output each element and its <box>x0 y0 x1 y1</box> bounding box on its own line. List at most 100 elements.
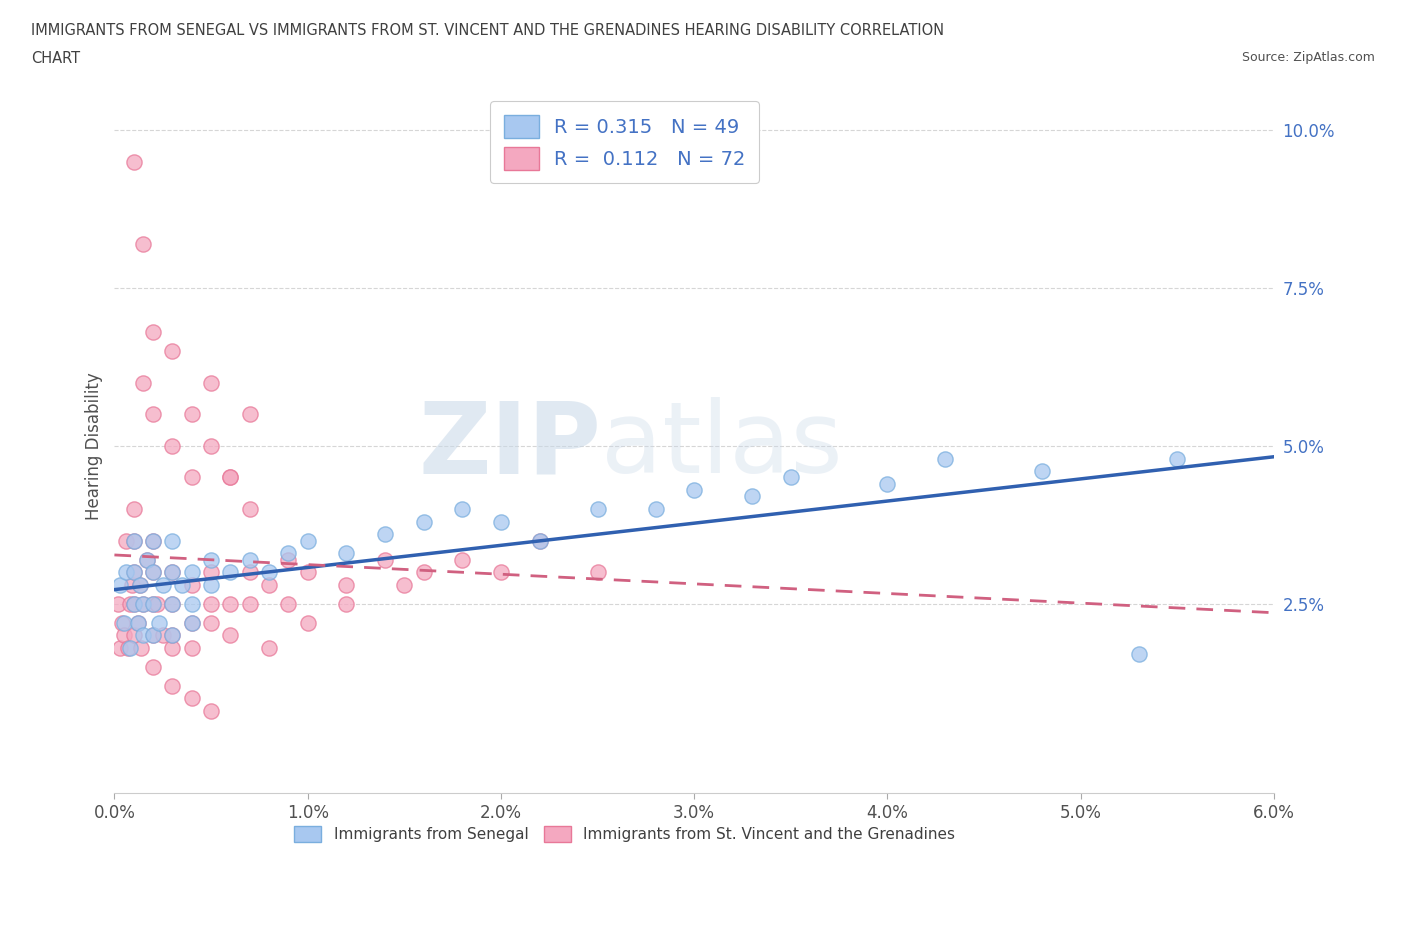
Point <box>142 533 165 548</box>
Text: atlas: atlas <box>602 397 844 495</box>
Point <box>122 596 145 611</box>
Point <box>297 533 319 548</box>
Point <box>239 596 262 611</box>
Point <box>277 546 299 561</box>
Legend: Immigrants from Senegal, Immigrants from St. Vincent and the Grenadines: Immigrants from Senegal, Immigrants from… <box>288 819 962 848</box>
Point <box>122 533 145 548</box>
Point <box>148 616 170 631</box>
Point <box>142 596 165 611</box>
Point <box>219 565 242 579</box>
Point <box>132 596 155 611</box>
Point <box>180 596 202 611</box>
Point <box>412 565 434 579</box>
Point <box>162 628 184 643</box>
Point <box>112 616 135 631</box>
Point <box>111 616 134 631</box>
Point <box>108 578 131 592</box>
Point <box>162 596 184 611</box>
Point <box>219 628 242 643</box>
Point <box>142 325 165 339</box>
Point <box>180 578 202 592</box>
Point <box>122 596 145 611</box>
Point <box>779 470 801 485</box>
Point <box>132 628 155 643</box>
Text: CHART: CHART <box>31 51 80 66</box>
Point <box>122 565 145 579</box>
Point <box>335 596 357 611</box>
Point <box>489 565 512 579</box>
Point <box>162 565 184 579</box>
Point <box>132 236 155 251</box>
Point <box>170 578 193 592</box>
Point <box>529 533 551 548</box>
Point <box>374 552 396 567</box>
Point <box>200 552 222 567</box>
Point <box>374 526 396 541</box>
Point <box>200 578 222 592</box>
Point <box>219 470 242 485</box>
Point <box>451 501 474 516</box>
Point <box>142 533 165 548</box>
Point <box>162 438 184 453</box>
Point <box>297 616 319 631</box>
Point <box>219 596 242 611</box>
Point <box>257 565 280 579</box>
Text: ZIP: ZIP <box>419 397 602 495</box>
Point <box>200 438 222 453</box>
Point <box>142 565 165 579</box>
Point <box>239 565 262 579</box>
Point <box>162 565 184 579</box>
Y-axis label: Hearing Disability: Hearing Disability <box>86 372 103 520</box>
Point <box>117 641 139 656</box>
Point <box>122 501 145 516</box>
Point <box>335 546 357 561</box>
Point <box>394 578 416 592</box>
Point <box>180 616 202 631</box>
Point <box>152 628 174 643</box>
Point <box>142 596 165 611</box>
Point <box>180 691 202 706</box>
Point <box>219 470 242 485</box>
Point <box>132 596 155 611</box>
Point <box>200 596 222 611</box>
Point <box>239 501 262 516</box>
Point <box>1128 646 1150 661</box>
Point <box>200 565 222 579</box>
Point <box>162 628 184 643</box>
Point <box>200 616 222 631</box>
Point <box>335 578 357 592</box>
Point <box>142 628 165 643</box>
Text: IMMIGRANTS FROM SENEGAL VS IMMIGRANTS FROM ST. VINCENT AND THE GRENADINES HEARIN: IMMIGRANTS FROM SENEGAL VS IMMIGRANTS FR… <box>31 23 943 38</box>
Point <box>142 628 165 643</box>
Point <box>115 565 138 579</box>
Point <box>127 616 149 631</box>
Point <box>142 407 165 422</box>
Point <box>297 565 319 579</box>
Point <box>934 451 956 466</box>
Point <box>586 501 609 516</box>
Point <box>118 596 141 611</box>
Point <box>741 489 763 504</box>
Point <box>239 407 262 422</box>
Point <box>118 641 141 656</box>
Point <box>112 628 135 643</box>
Point <box>277 596 299 611</box>
Point <box>200 704 222 719</box>
Point <box>180 470 202 485</box>
Point <box>489 514 512 529</box>
Point <box>180 616 202 631</box>
Point <box>644 501 666 516</box>
Point <box>162 596 184 611</box>
Point <box>451 552 474 567</box>
Point <box>131 641 153 656</box>
Point <box>152 578 174 592</box>
Point <box>132 376 155 391</box>
Point <box>586 565 609 579</box>
Point <box>257 641 280 656</box>
Point <box>115 533 138 548</box>
Point <box>142 659 165 674</box>
Point <box>136 552 159 567</box>
Point <box>122 533 145 548</box>
Point <box>142 565 165 579</box>
Point <box>107 596 129 611</box>
